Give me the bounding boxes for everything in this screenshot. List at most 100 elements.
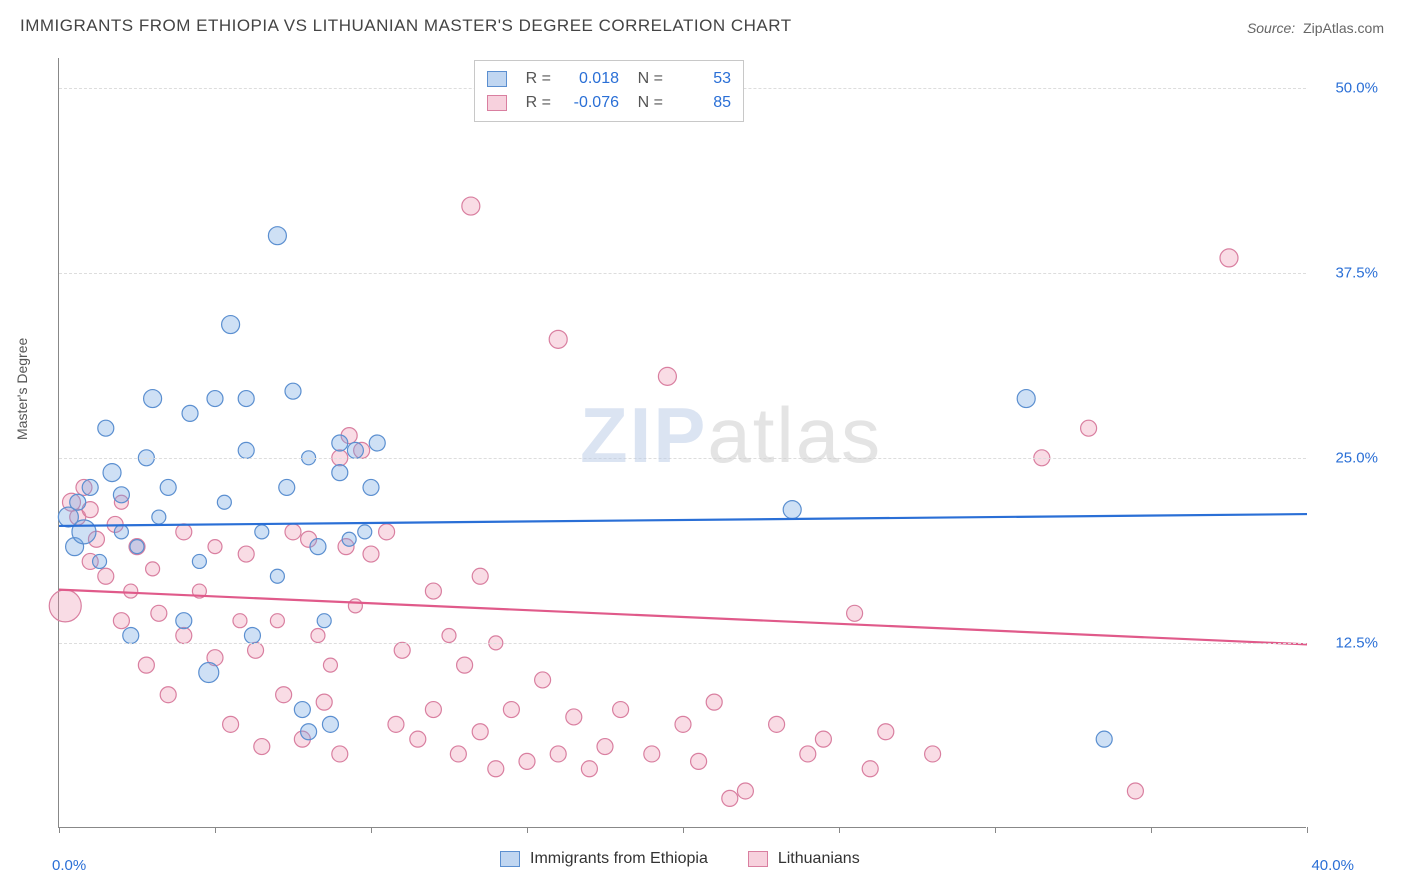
swatch-blue: [500, 851, 520, 867]
data-point: [737, 783, 753, 799]
data-point: [311, 629, 325, 643]
x-tick: [527, 827, 528, 833]
data-point: [254, 739, 270, 755]
source-attribution: Source: ZipAtlas.com: [1247, 20, 1384, 36]
n-label: N =: [629, 91, 663, 115]
data-point: [223, 716, 239, 732]
data-point: [238, 546, 254, 562]
data-point: [878, 724, 894, 740]
source-value: ZipAtlas.com: [1303, 20, 1384, 36]
data-point: [425, 702, 441, 718]
data-point: [369, 435, 385, 451]
data-point: [160, 479, 176, 495]
data-point: [113, 487, 129, 503]
data-point: [347, 442, 363, 458]
data-point: [208, 540, 222, 554]
swatch-pink: [748, 851, 768, 867]
data-point: [301, 724, 317, 740]
x-tick: [995, 827, 996, 833]
data-point: [658, 367, 676, 385]
data-point: [270, 569, 284, 583]
data-point: [1127, 783, 1143, 799]
data-point: [1096, 731, 1112, 747]
data-point: [722, 790, 738, 806]
data-point: [457, 657, 473, 673]
data-point: [613, 702, 629, 718]
data-point: [310, 539, 326, 555]
data-point: [862, 761, 878, 777]
data-point: [519, 753, 535, 769]
r-value-blue: 0.018: [561, 67, 619, 91]
data-point: [388, 716, 404, 732]
data-point: [279, 479, 295, 495]
x-tick: [1151, 827, 1152, 833]
data-point: [332, 746, 348, 762]
x-tick: [839, 827, 840, 833]
data-point: [342, 532, 356, 546]
data-point: [255, 525, 269, 539]
data-point: [462, 197, 480, 215]
data-point: [217, 495, 231, 509]
y-tick-label: 37.5%: [1335, 264, 1378, 281]
data-point: [144, 390, 162, 408]
data-point: [847, 605, 863, 621]
data-point: [152, 510, 166, 524]
data-point: [472, 568, 488, 584]
data-point: [535, 672, 551, 688]
data-point: [285, 524, 301, 540]
data-point: [176, 613, 192, 629]
x-tick: [215, 827, 216, 833]
stats-row-pink: R = -0.076 N = 85: [487, 91, 731, 115]
gridline: [59, 273, 1306, 274]
data-point: [123, 628, 139, 644]
data-point: [488, 761, 504, 777]
data-point: [769, 716, 785, 732]
legend-label-pink: Lithuanians: [778, 850, 860, 868]
swatch-pink: [487, 95, 507, 111]
data-point: [276, 687, 292, 703]
data-point: [706, 694, 722, 710]
x-tick: [59, 827, 60, 833]
data-point: [783, 501, 801, 519]
stats-legend-box: R = 0.018 N = 53 R = -0.076 N = 85: [474, 60, 744, 122]
data-point: [248, 642, 264, 658]
r-label: R =: [517, 91, 551, 115]
data-point: [49, 590, 81, 622]
n-value-blue: 53: [673, 67, 731, 91]
data-point: [98, 420, 114, 436]
data-point: [549, 330, 567, 348]
data-point: [332, 435, 348, 451]
data-point: [103, 464, 121, 482]
data-point: [379, 524, 395, 540]
x-tick-label-right: 40.0%: [1311, 857, 1354, 874]
data-point: [113, 613, 129, 629]
stats-row-blue: R = 0.018 N = 53: [487, 67, 731, 91]
data-point: [394, 642, 410, 658]
data-point: [207, 391, 223, 407]
data-point: [691, 753, 707, 769]
data-point: [925, 746, 941, 762]
data-point: [363, 546, 379, 562]
data-point: [124, 584, 138, 598]
data-point: [800, 746, 816, 762]
data-point: [192, 554, 206, 568]
series-legend: Immigrants from Ethiopia Lithuanians: [500, 850, 860, 868]
r-label: R =: [517, 67, 551, 91]
n-value-pink: 85: [673, 91, 731, 115]
data-point: [222, 316, 240, 334]
data-point: [1220, 249, 1238, 267]
data-point: [176, 628, 192, 644]
data-point: [182, 405, 198, 421]
data-point: [581, 761, 597, 777]
data-point: [332, 465, 348, 481]
data-point: [151, 605, 167, 621]
data-point: [815, 731, 831, 747]
x-tick: [1307, 827, 1308, 833]
data-point: [675, 716, 691, 732]
x-tick-label-left: 0.0%: [52, 857, 86, 874]
data-point: [566, 709, 582, 725]
data-point: [285, 383, 301, 399]
data-point: [363, 479, 379, 495]
n-label: N =: [629, 67, 663, 91]
data-point: [1081, 420, 1097, 436]
